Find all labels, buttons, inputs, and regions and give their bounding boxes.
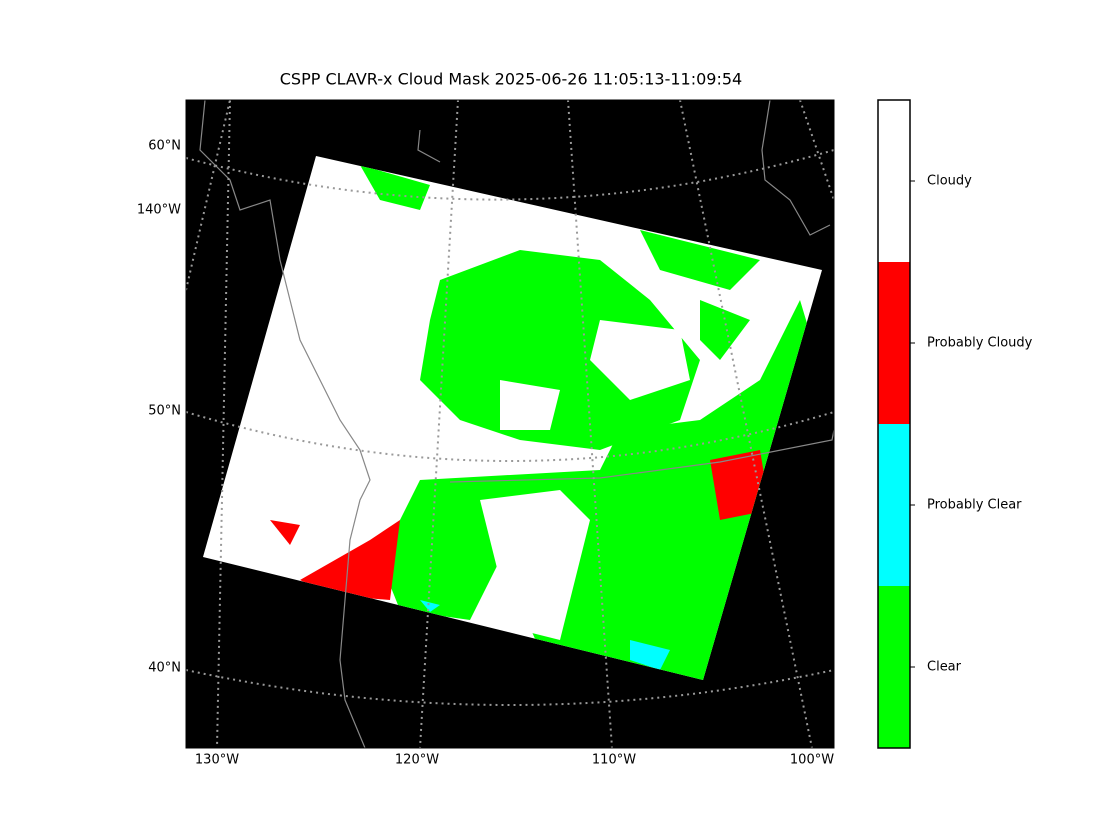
lon-label: 110°W	[592, 753, 636, 768]
map-title: CSPP CLAVR-x Cloud Mask 2025-06-26 11:05…	[280, 70, 742, 89]
lat-label: 60°N	[148, 139, 181, 154]
colorbar-segment	[878, 424, 910, 586]
colorbar-label: Cloudy	[927, 174, 972, 189]
axis-labels: 60°N 140°W 50°N 40°N 130°W 120°W 110°W 100°W	[137, 139, 834, 768]
map-frame	[185, 99, 835, 749]
lat-label: 50°N	[148, 404, 181, 419]
colorbar-label: Probably Cloudy	[927, 336, 1033, 351]
colorbar-segment	[878, 100, 910, 262]
lon-label: 120°W	[395, 753, 439, 768]
colorbar-segment	[878, 262, 910, 424]
lon-label: 100°W	[790, 753, 834, 768]
cloud-mask	[270, 165, 822, 680]
map	[185, 99, 835, 749]
lat-label: 40°N	[148, 661, 181, 676]
lat-label: 140°W	[137, 203, 181, 218]
lon-label: 130°W	[195, 753, 239, 768]
colorbar-label: Probably Clear	[927, 498, 1022, 513]
colorbar-frame	[877, 99, 911, 749]
colorbar: Cloudy Probably Cloudy Probably Clear Clear	[877, 99, 1033, 749]
colorbar-label: Clear	[927, 660, 962, 675]
colorbar-segment	[878, 586, 910, 748]
